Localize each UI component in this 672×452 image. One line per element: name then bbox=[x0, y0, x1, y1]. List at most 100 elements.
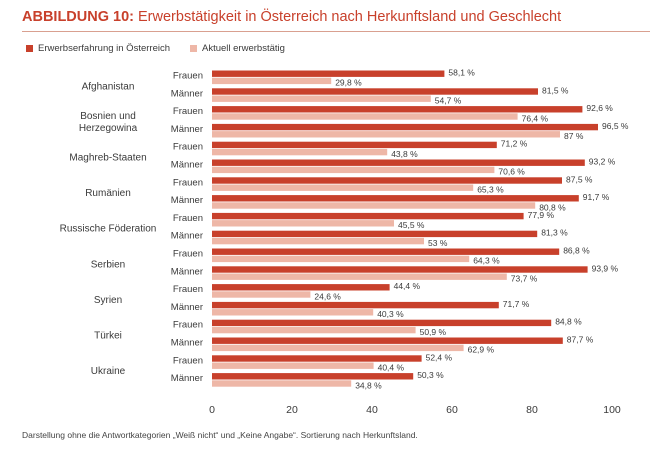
title-divider bbox=[22, 31, 650, 32]
data-label-erwerbserfahrung: 52,4 % bbox=[426, 352, 453, 362]
x-tick-label: 40 bbox=[366, 404, 378, 416]
bar-erwerbserfahrung bbox=[212, 301, 499, 309]
country-label: Syrien bbox=[94, 295, 122, 306]
bar-aktuell-erwerbstaetig bbox=[212, 344, 464, 352]
x-tick-label: 20 bbox=[286, 404, 298, 416]
chart-title: ABBILDUNG 10: Erwerbstätigkeit in Österr… bbox=[22, 9, 561, 25]
bar-aktuell-erwerbstaetig bbox=[212, 184, 474, 191]
data-label-aktuell: 65,3 % bbox=[477, 185, 504, 195]
gender-label: Frauen bbox=[173, 355, 203, 366]
gender-label: Männer bbox=[171, 124, 203, 135]
data-label-aktuell: 43,8 % bbox=[391, 149, 418, 159]
data-label-aktuell: 87 % bbox=[564, 131, 584, 141]
gender-label: Männer bbox=[171, 195, 203, 206]
bar-erwerbserfahrung bbox=[212, 230, 538, 238]
country-label: Afghanistan bbox=[82, 81, 135, 92]
bar-aktuell-erwerbstaetig bbox=[212, 326, 416, 334]
data-label-erwerbserfahrung: 92,6 % bbox=[586, 103, 613, 113]
country-label: Bosnien und bbox=[80, 111, 136, 122]
bar-aktuell-erwerbstaetig bbox=[212, 309, 374, 316]
country-label: Türkei bbox=[94, 331, 122, 342]
data-label-aktuell: 45,5 % bbox=[398, 220, 425, 230]
bar-erwerbserfahrung bbox=[212, 355, 422, 362]
bar-erwerbserfahrung bbox=[212, 123, 598, 131]
data-label-aktuell: 62,9 % bbox=[468, 345, 495, 355]
country-label: Herzegowina bbox=[79, 123, 138, 134]
data-label-erwerbserfahrung: 44,4 % bbox=[394, 281, 421, 291]
data-label-erwerbserfahrung: 71,7 % bbox=[503, 299, 530, 309]
gender-label: Männer bbox=[171, 338, 203, 349]
data-label-erwerbserfahrung: 58,1 % bbox=[448, 68, 475, 78]
country-label: Russische Föderation bbox=[60, 224, 157, 235]
data-label-aktuell: 29,8 % bbox=[335, 78, 362, 88]
data-label-aktuell: 53 % bbox=[428, 238, 448, 248]
x-tick-label: 60 bbox=[446, 404, 458, 416]
bar-erwerbserfahrung bbox=[212, 177, 562, 184]
x-tick-label: 80 bbox=[526, 404, 538, 416]
country-label: Rumänien bbox=[85, 188, 131, 199]
legend-label-erwerbserfahrung: Erwerbserfahrung in Österreich bbox=[38, 43, 170, 54]
bar-erwerbserfahrung bbox=[212, 284, 390, 291]
bar-aktuell-erwerbstaetig bbox=[212, 220, 394, 227]
gender-label: Frauen bbox=[173, 177, 203, 188]
bar-aktuell-erwerbstaetig bbox=[212, 362, 374, 369]
bar-aktuell-erwerbstaetig bbox=[212, 131, 560, 138]
bar-erwerbserfahrung bbox=[212, 337, 563, 344]
data-label-aktuell: 34,8 % bbox=[355, 380, 382, 390]
figure-number: ABBILDUNG 10: bbox=[22, 9, 134, 25]
bar-erwerbserfahrung bbox=[212, 88, 538, 95]
gender-label: Männer bbox=[171, 266, 203, 277]
bar-erwerbserfahrung bbox=[212, 319, 552, 327]
data-label-erwerbserfahrung: 71,2 % bbox=[501, 139, 528, 149]
bar-erwerbserfahrung bbox=[212, 141, 497, 149]
data-label-aktuell: 40,4 % bbox=[378, 363, 405, 373]
bar-aktuell-erwerbstaetig bbox=[212, 148, 388, 156]
bar-aktuell-erwerbstaetig bbox=[212, 113, 518, 120]
gender-label: Frauen bbox=[173, 320, 203, 331]
bar-aktuell-erwerbstaetig bbox=[212, 273, 507, 280]
bar-aktuell-erwerbstaetig bbox=[212, 77, 332, 85]
data-label-aktuell: 73,7 % bbox=[511, 274, 538, 284]
bar-erwerbserfahrung bbox=[212, 248, 560, 255]
gender-label: Frauen bbox=[173, 106, 203, 117]
figure-title: Erwerbstätigkeit in Österreich nach Herk… bbox=[138, 9, 562, 25]
gender-label: Männer bbox=[171, 88, 203, 99]
bar-aktuell-erwerbstaetig bbox=[212, 380, 352, 387]
data-label-erwerbserfahrung: 87,5 % bbox=[566, 174, 593, 184]
legend-swatch-light bbox=[190, 45, 197, 52]
bar-aktuell-erwerbstaetig bbox=[212, 291, 311, 298]
bar-aktuell-erwerbstaetig bbox=[212, 95, 431, 102]
data-label-aktuell: 76,4 % bbox=[522, 113, 549, 123]
x-tick-label: 0 bbox=[209, 404, 215, 416]
data-label-erwerbserfahrung: 91,7 % bbox=[583, 192, 610, 202]
gender-label: Männer bbox=[171, 231, 203, 242]
gender-label: Frauen bbox=[173, 284, 203, 295]
data-label-erwerbserfahrung: 93,2 % bbox=[589, 157, 616, 167]
legend-swatch-dark bbox=[26, 45, 33, 52]
data-label-erwerbserfahrung: 81,5 % bbox=[542, 85, 569, 95]
gender-label: Frauen bbox=[173, 249, 203, 260]
bar-erwerbserfahrung bbox=[212, 159, 585, 166]
data-label-aktuell: 24,6 % bbox=[314, 291, 341, 301]
bar-aktuell-erwerbstaetig bbox=[212, 202, 536, 209]
data-label-erwerbserfahrung: 81,3 % bbox=[541, 228, 568, 238]
data-label-erwerbserfahrung: 93,9 % bbox=[592, 263, 619, 273]
data-label-erwerbserfahrung: 87,7 % bbox=[567, 335, 594, 345]
footnote: Darstellung ohne die Antwortkategorien „… bbox=[22, 430, 418, 440]
gender-label: Männer bbox=[171, 302, 203, 313]
bar-erwerbserfahrung bbox=[212, 70, 445, 77]
bar-aktuell-erwerbstaetig bbox=[212, 237, 424, 245]
legend-label-aktuell: Aktuell erwerbstätig bbox=[202, 43, 285, 54]
gender-label: Männer bbox=[171, 160, 203, 171]
country-label: Maghreb-Staaten bbox=[69, 153, 146, 164]
gender-label: Frauen bbox=[173, 71, 203, 82]
data-label-erwerbserfahrung: 77,9 % bbox=[528, 210, 555, 220]
gender-label: Frauen bbox=[173, 142, 203, 153]
bar-aktuell-erwerbstaetig bbox=[212, 166, 495, 174]
bar-erwerbserfahrung bbox=[212, 266, 588, 273]
x-tick-label: 100 bbox=[603, 404, 621, 416]
data-label-aktuell: 80,8 % bbox=[539, 202, 566, 212]
data-label-aktuell: 70,6 % bbox=[498, 167, 525, 177]
data-label-erwerbserfahrung: 50,3 % bbox=[417, 370, 444, 380]
bar-aktuell-erwerbstaetig bbox=[212, 255, 470, 263]
